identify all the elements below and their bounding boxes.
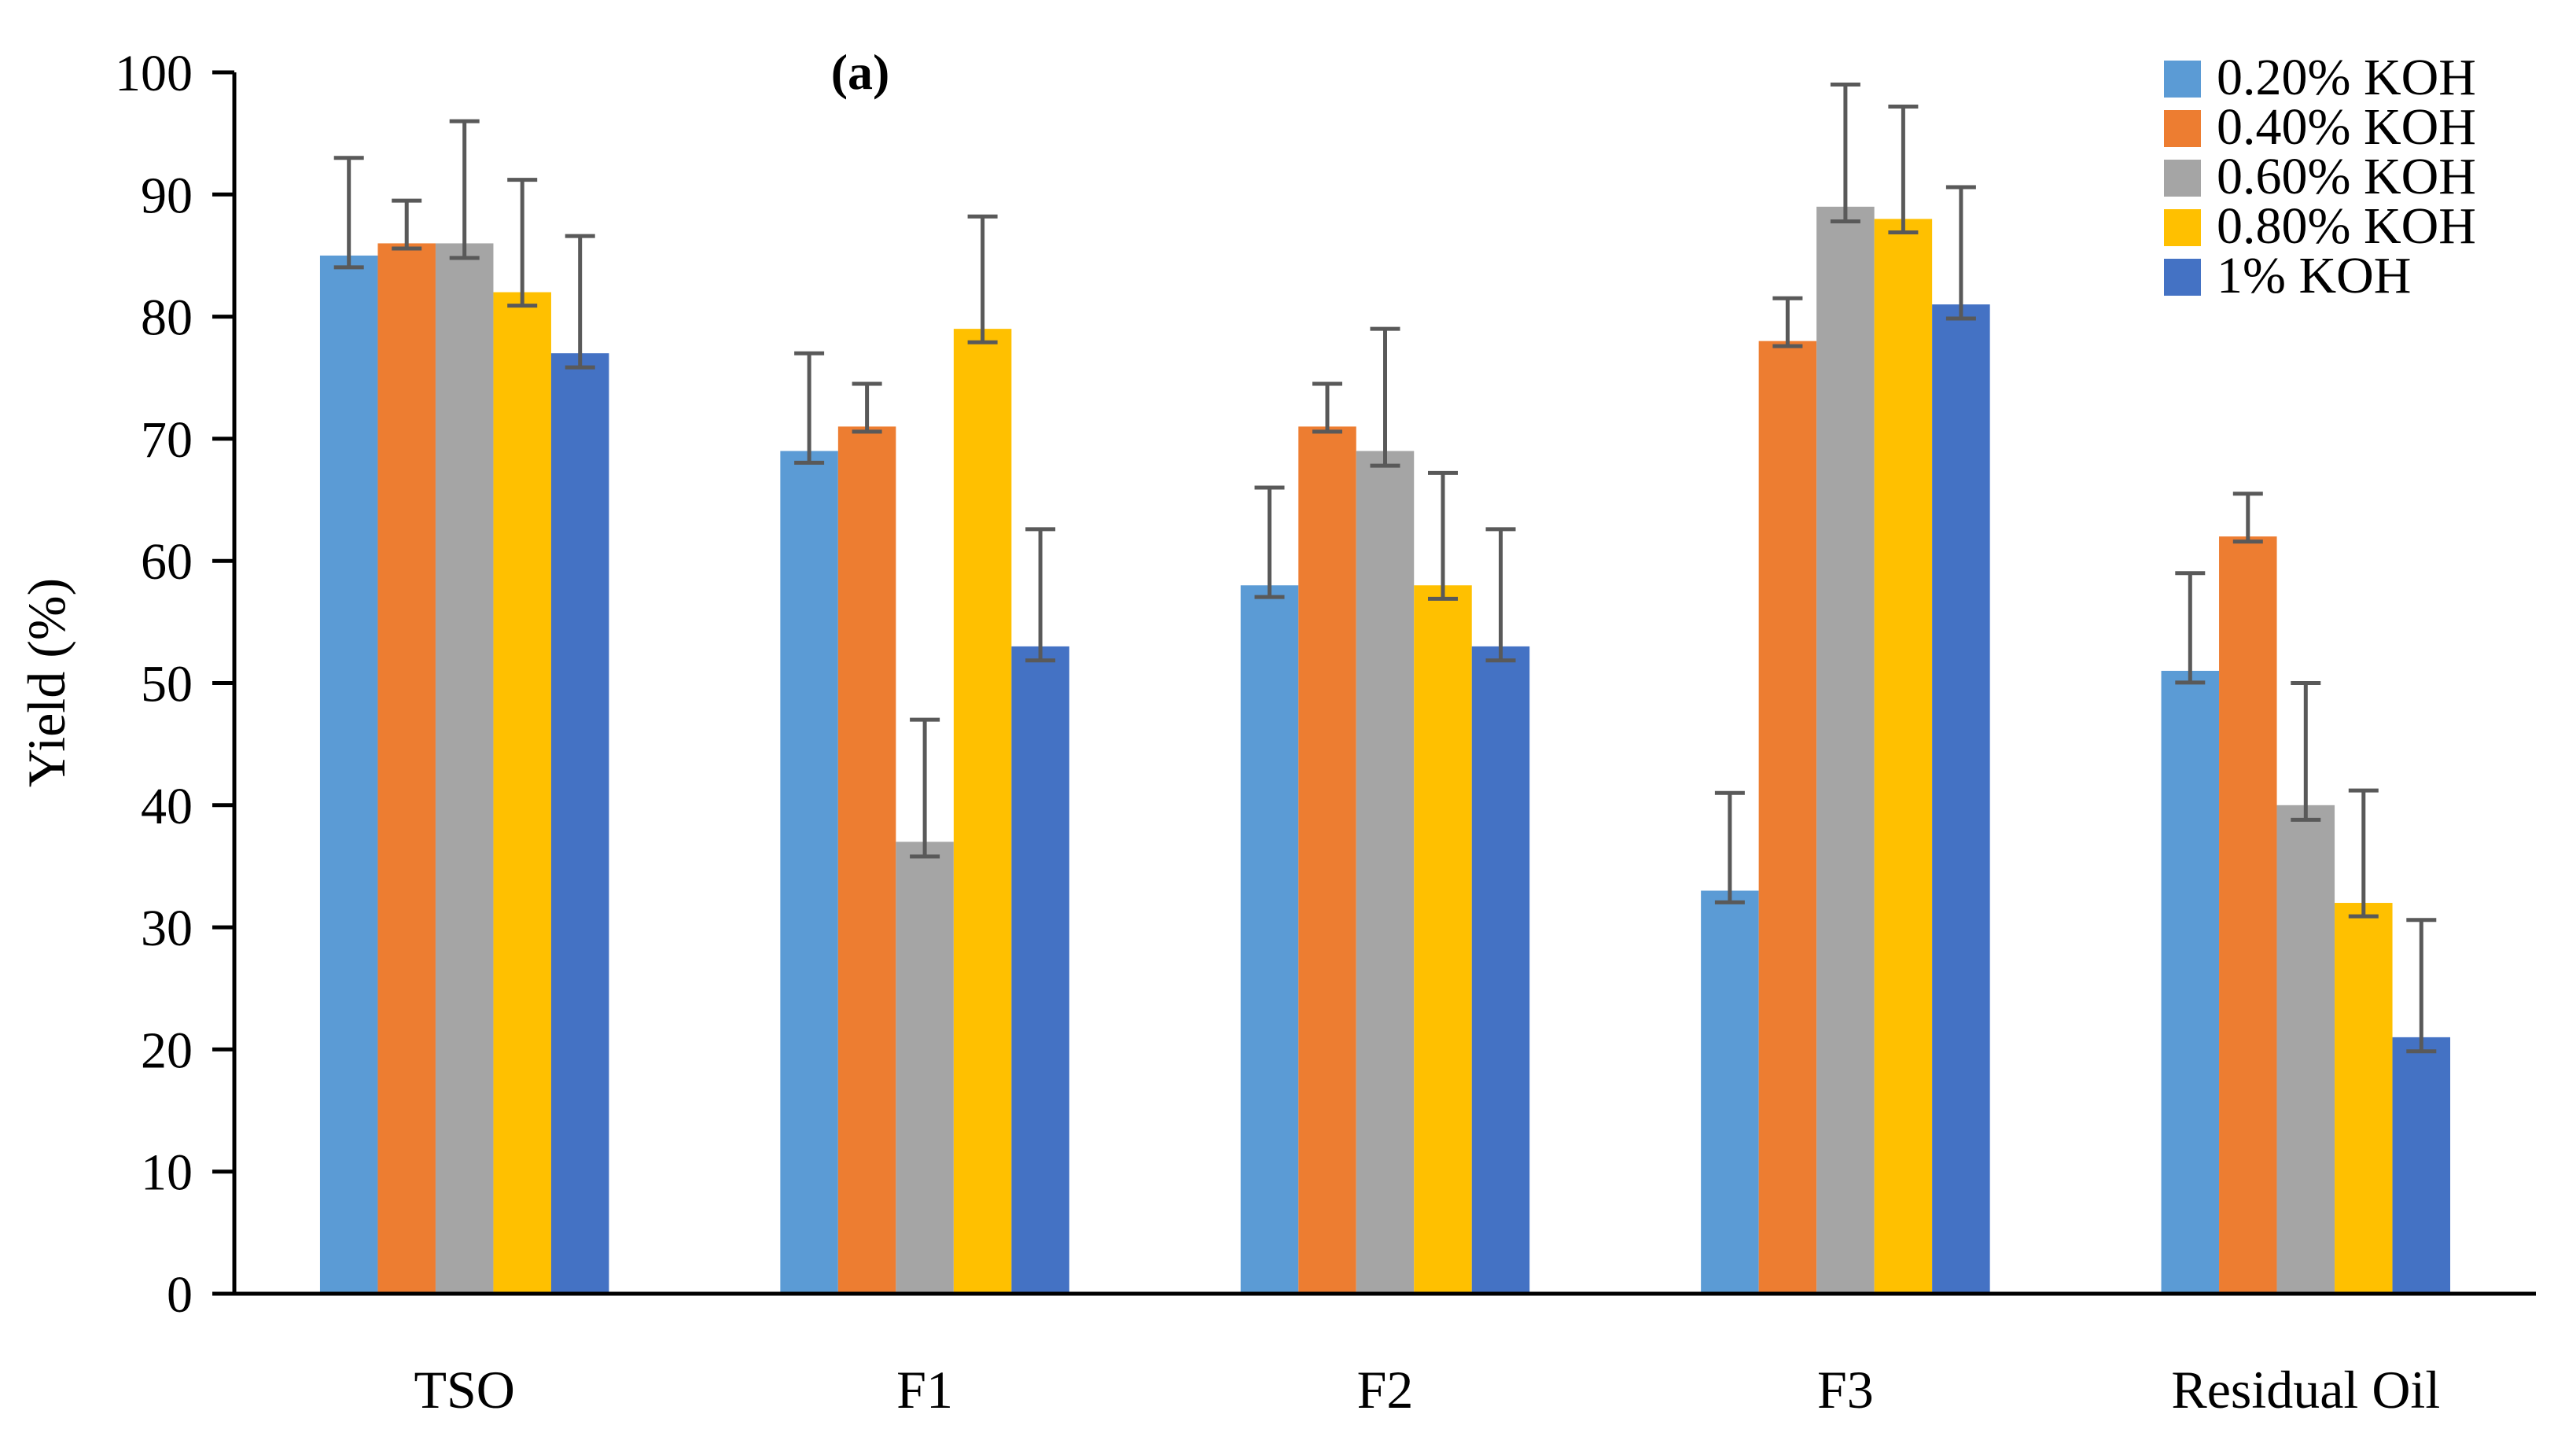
error-bar-f3-0-60-koh	[1830, 83, 1860, 223]
error-bar-residual-oil-0-60-koh	[2291, 681, 2321, 822]
bar-tso-0-60-koh	[435, 243, 494, 1294]
bar-f2-1-koh	[1471, 646, 1530, 1294]
bar-f3-0-20-koh	[1701, 890, 1759, 1294]
bar-f1-0-80-koh	[953, 329, 1012, 1294]
legend-swatch	[2164, 160, 2201, 197]
legend-swatch	[2164, 259, 2201, 296]
bar-tso-1-koh	[550, 353, 609, 1295]
bar-residual-oil-0-80-koh	[2335, 903, 2393, 1294]
x-tick-label: F3	[1817, 1360, 1874, 1420]
bar-residual-oil-0-60-koh	[2276, 805, 2335, 1294]
y-tick-label: 90	[141, 167, 193, 224]
error-bar-tso-0-80-koh	[507, 178, 538, 308]
y-tick-label: 20	[141, 1022, 193, 1079]
bars-layer	[319, 206, 2451, 1295]
legend-swatch	[2164, 61, 2201, 98]
legend-swatch	[2164, 110, 2201, 147]
error-bar-f3-1-koh	[1945, 185, 1976, 321]
bar-f3-0-40-koh	[1758, 341, 1817, 1294]
error-bar-tso-0-40-koh	[392, 198, 422, 251]
bar-f1-0-40-koh	[837, 426, 896, 1294]
legend-item-0-80-koh: 0.80% KOH	[2164, 197, 2476, 255]
error-bar-tso-0-60-koh	[449, 119, 480, 260]
x-tick-label: F2	[1357, 1360, 1414, 1420]
error-bar-f2-0-80-koh	[1428, 470, 1458, 601]
bar-residual-oil-1-koh	[2392, 1037, 2451, 1294]
bar-f3-0-80-koh	[1874, 219, 1933, 1294]
error-bar-f1-0-40-koh	[852, 381, 882, 434]
error-bar-tso-0-20-koh	[333, 156, 364, 270]
error-bar-f2-0-40-koh	[1312, 381, 1342, 434]
x-tick-label: Residual Oil	[2171, 1360, 2440, 1420]
y-tick-label: 80	[141, 289, 193, 347]
x-tick-label: F1	[896, 1360, 953, 1420]
y-tick-label: 50	[141, 656, 193, 713]
y-axis-title: Yield (%)	[17, 578, 76, 787]
bar-f1-1-koh	[1011, 646, 1069, 1294]
bar-f2-0-40-koh	[1298, 426, 1356, 1294]
error-bar-f1-0-80-koh	[967, 214, 998, 344]
y-tick-label: 70	[141, 411, 193, 469]
bar-f3-0-60-koh	[1816, 206, 1875, 1295]
error-bar-residual-oil-0-80-koh	[2348, 788, 2379, 919]
bar-tso-0-40-koh	[377, 243, 436, 1294]
bar-residual-oil-0-20-koh	[2161, 670, 2220, 1294]
labels-layer: TSO F1 F2 F3 Residual Oil 0 10 20 30 40 50 60 70 80 90…	[17, 44, 2440, 1420]
y-tick-label: 30	[141, 900, 193, 957]
legend-swatch	[2164, 209, 2201, 246]
legend-label: 0.80% KOH	[2217, 197, 2476, 255]
legend-item-0-20-koh: 0.20% KOH	[2164, 49, 2476, 106]
bar-residual-oil-0-40-koh	[2219, 536, 2277, 1294]
bar-tso-0-20-koh	[319, 255, 378, 1295]
bar-f3-1-koh	[1932, 304, 1990, 1294]
legend-label: 1% KOH	[2217, 247, 2411, 304]
error-bar-f1-0-20-koh	[794, 351, 825, 465]
bar-f2-0-80-koh	[1414, 585, 1472, 1294]
error-bar-f2-0-20-koh	[1254, 485, 1285, 599]
legend-label: 0.40% KOH	[2217, 98, 2476, 156]
x-tick-label: TSO	[414, 1360, 514, 1420]
y-tick-label: 60	[141, 533, 193, 591]
y-tick-label: 100	[115, 45, 193, 102]
legend-item-0-60-koh: 0.60% KOH	[2164, 148, 2476, 205]
bar-f1-0-20-koh	[780, 451, 838, 1295]
panel-label: (a)	[831, 44, 890, 100]
error-bar-f1-0-60-koh	[910, 717, 940, 859]
bar-f2-0-60-koh	[1356, 451, 1415, 1295]
legend-label: 0.60% KOH	[2217, 148, 2476, 205]
bar-f1-0-60-koh	[896, 842, 954, 1294]
legend-item-1-koh: 1% KOH	[2164, 247, 2411, 304]
error-bar-f2-1-koh	[1485, 527, 1516, 663]
bar-tso-0-80-koh	[493, 292, 551, 1294]
y-tick-label: 10	[141, 1144, 193, 1202]
legend-label: 0.20% KOH	[2217, 49, 2476, 106]
y-tick-label: 40	[141, 778, 193, 835]
legend-item-0-40-koh: 0.40% KOH	[2164, 98, 2476, 156]
y-tick-label: 0	[167, 1266, 193, 1324]
error-bar-residual-oil-0-20-koh	[2175, 571, 2206, 685]
axes-layer	[212, 70, 2536, 1296]
error-bar-tso-1-koh	[565, 234, 595, 370]
bar-f2-0-20-koh	[1240, 585, 1299, 1294]
error-bar-f3-0-20-koh	[1714, 790, 1745, 904]
error-bar-f2-0-60-koh	[1370, 326, 1400, 468]
error-bars-layer	[333, 83, 2437, 1054]
error-bar-f1-1-koh	[1025, 527, 1056, 663]
error-bar-f3-0-40-koh	[1772, 296, 1803, 348]
error-bar-f3-0-80-koh	[1888, 104, 1919, 235]
error-bar-residual-oil-0-40-koh	[2232, 492, 2263, 544]
error-bar-residual-oil-1-koh	[2406, 918, 2437, 1054]
